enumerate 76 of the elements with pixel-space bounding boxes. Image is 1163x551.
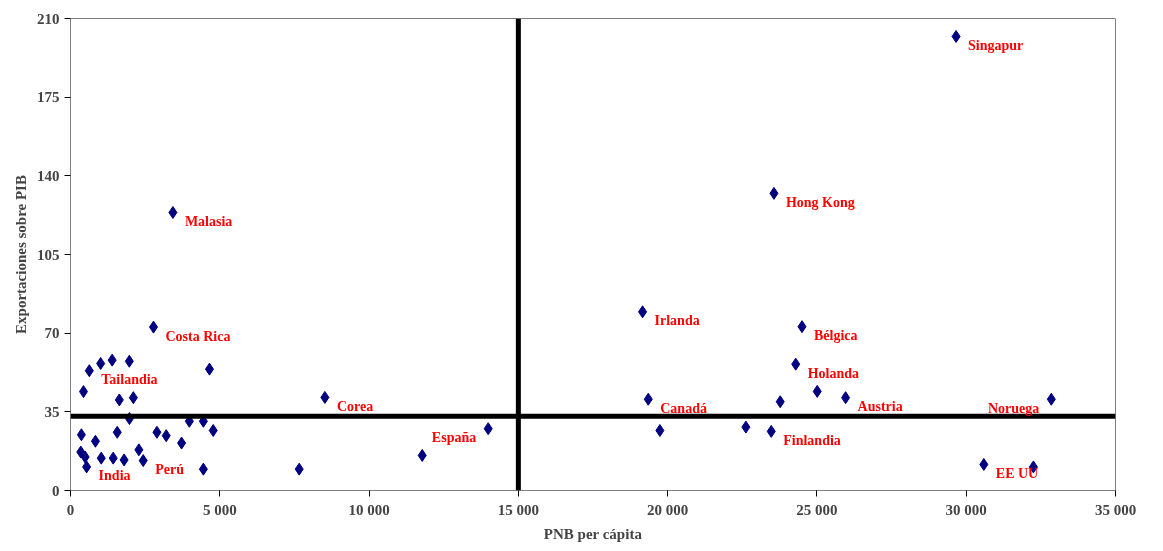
x-tick-label: 10 000 (348, 501, 390, 518)
point (84, 364, 94, 378)
point (769, 186, 779, 200)
x-tick-label: 0 (66, 501, 75, 518)
point (638, 305, 648, 319)
point (775, 395, 785, 409)
point (96, 451, 106, 465)
point (112, 425, 122, 439)
point (1046, 392, 1056, 406)
point (979, 457, 989, 471)
annotation: Finlandia (783, 432, 841, 448)
point (951, 29, 961, 43)
point (198, 462, 208, 476)
point (114, 393, 124, 407)
annotation: India (98, 468, 131, 484)
x-tick-label: 30 000 (945, 501, 987, 518)
point (119, 453, 129, 467)
y-tick-label: 140 (37, 167, 60, 184)
y-tick-label: 175 (37, 89, 60, 106)
y-axis-title: Exportaciones sobre PIB (13, 175, 29, 334)
y-tick-label: 70 (44, 325, 60, 342)
point (483, 422, 493, 436)
y-tick-label: 210 (37, 10, 60, 27)
annotation: Tailandia (101, 372, 158, 388)
y-tick-label: 0 (52, 482, 60, 499)
x-axis-title: PNB per cápita (543, 525, 643, 542)
x-tick-label: 15 000 (497, 501, 539, 518)
point (128, 391, 138, 405)
x-tick-label: 20 000 (647, 501, 689, 518)
y-tick-label: 35 (44, 403, 60, 420)
annotation: Irlanda (654, 313, 700, 329)
point (80, 450, 90, 464)
x-tick-label: 5 000 (202, 501, 237, 518)
point (168, 205, 178, 219)
annotation: Holanda (807, 365, 860, 381)
point (138, 454, 148, 468)
point (643, 392, 653, 406)
point (124, 354, 134, 368)
annotation: EE UU (995, 465, 1039, 481)
point (841, 391, 851, 405)
point (177, 436, 187, 450)
point (108, 451, 118, 465)
point (204, 362, 214, 376)
point (208, 423, 218, 437)
point (797, 320, 807, 334)
y-tick-label: 105 (37, 246, 60, 263)
annotation: Corea (336, 398, 374, 414)
point (812, 384, 822, 398)
x-tick-label: 35 000 (1094, 501, 1137, 518)
point (78, 385, 88, 399)
point (766, 424, 776, 438)
annotation: Costa Rica (165, 328, 231, 344)
point (96, 357, 106, 371)
x-tick-label: 25 000 (796, 501, 838, 518)
point (161, 429, 171, 443)
annotation: Perú (155, 462, 185, 478)
point (655, 423, 665, 437)
annotation: España (431, 430, 477, 446)
annotation: Hong Kong (785, 194, 855, 210)
annotation: Bélgica (814, 328, 858, 344)
annotation: Canadá (660, 400, 707, 416)
point (741, 420, 751, 434)
point (152, 425, 162, 439)
point (82, 460, 92, 474)
point (76, 428, 86, 442)
annotation: Singapur (968, 37, 1024, 53)
annotation: Austria (857, 399, 903, 415)
point (90, 434, 100, 448)
point (134, 443, 144, 457)
annotation: Malasia (184, 213, 233, 229)
point (417, 448, 427, 462)
annotation: Noruega (987, 400, 1040, 416)
point (320, 390, 330, 404)
point (294, 462, 304, 476)
point (107, 353, 117, 367)
point (791, 357, 801, 371)
